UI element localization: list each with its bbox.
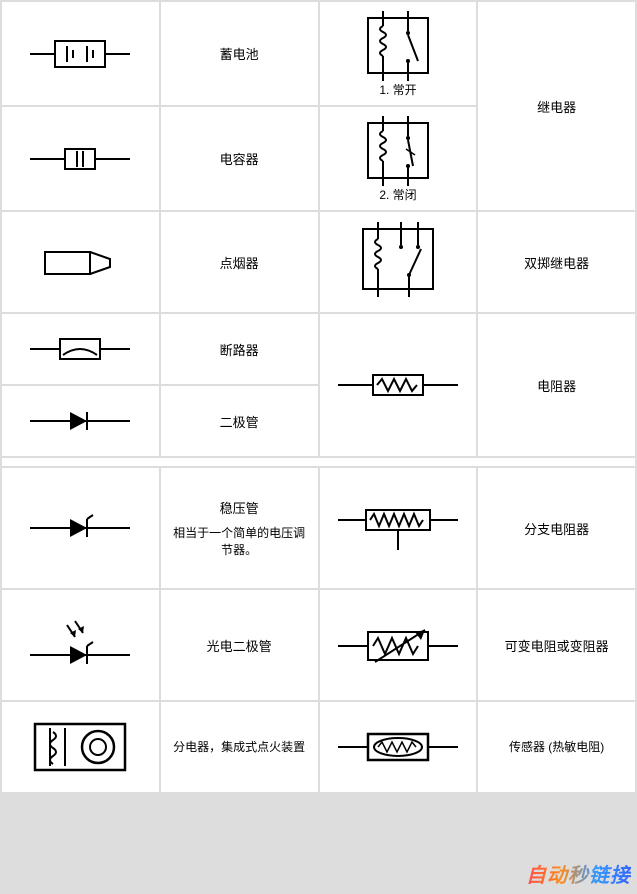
symbol-photodiode [2,590,159,700]
label-double-relay: 双掷继电器 [478,212,635,312]
symbol-table: 蓄电池 1. 常开 继电器 电容器 [0,0,637,794]
label-lighter: 点烟器 [161,212,318,312]
label-breaker: 断路器 [161,314,318,384]
symbol-relay-no: 1. 常开 [320,2,477,105]
label-capacitor: 电容器 [161,107,318,210]
label-distributor: 分电器，集成式点火装置 [161,702,318,792]
svg-text:2. 常闭: 2. 常闭 [379,188,416,202]
symbol-battery [2,2,159,105]
label-relay: 继电器 [478,2,635,210]
symbol-distributor [2,702,159,792]
section-divider [2,458,635,466]
label-photodiode: 光电二极管 [161,590,318,700]
symbol-thermistor [320,702,477,792]
label-resistor: 电阻器 [478,314,635,456]
symbol-relay-nc: 2. 常闭 [320,107,477,210]
label-diode: 二极管 [161,386,318,456]
symbol-zener [2,468,159,588]
label-zener: 稳压管 相当于一个简单的电压调节器。 [161,468,318,588]
symbol-resistor [320,314,477,456]
svg-text:1. 常开: 1. 常开 [379,83,416,97]
symbol-lighter [2,212,159,312]
label-thermistor: 传感器 (热敏电阻) [478,702,635,792]
symbol-breaker [2,314,159,384]
symbol-diode [2,386,159,456]
symbol-variable-resistor [320,590,477,700]
symbol-capacitor [2,107,159,210]
label-variable-resistor: 可变电阻或变阻器 [478,590,635,700]
symbol-double-relay [320,212,477,312]
label-branch-resistor: 分支电阻器 [478,468,635,588]
symbol-branch-resistor [320,468,477,588]
label-battery: 蓄电池 [161,2,318,105]
watermark: 自动秒链接 [526,859,631,888]
